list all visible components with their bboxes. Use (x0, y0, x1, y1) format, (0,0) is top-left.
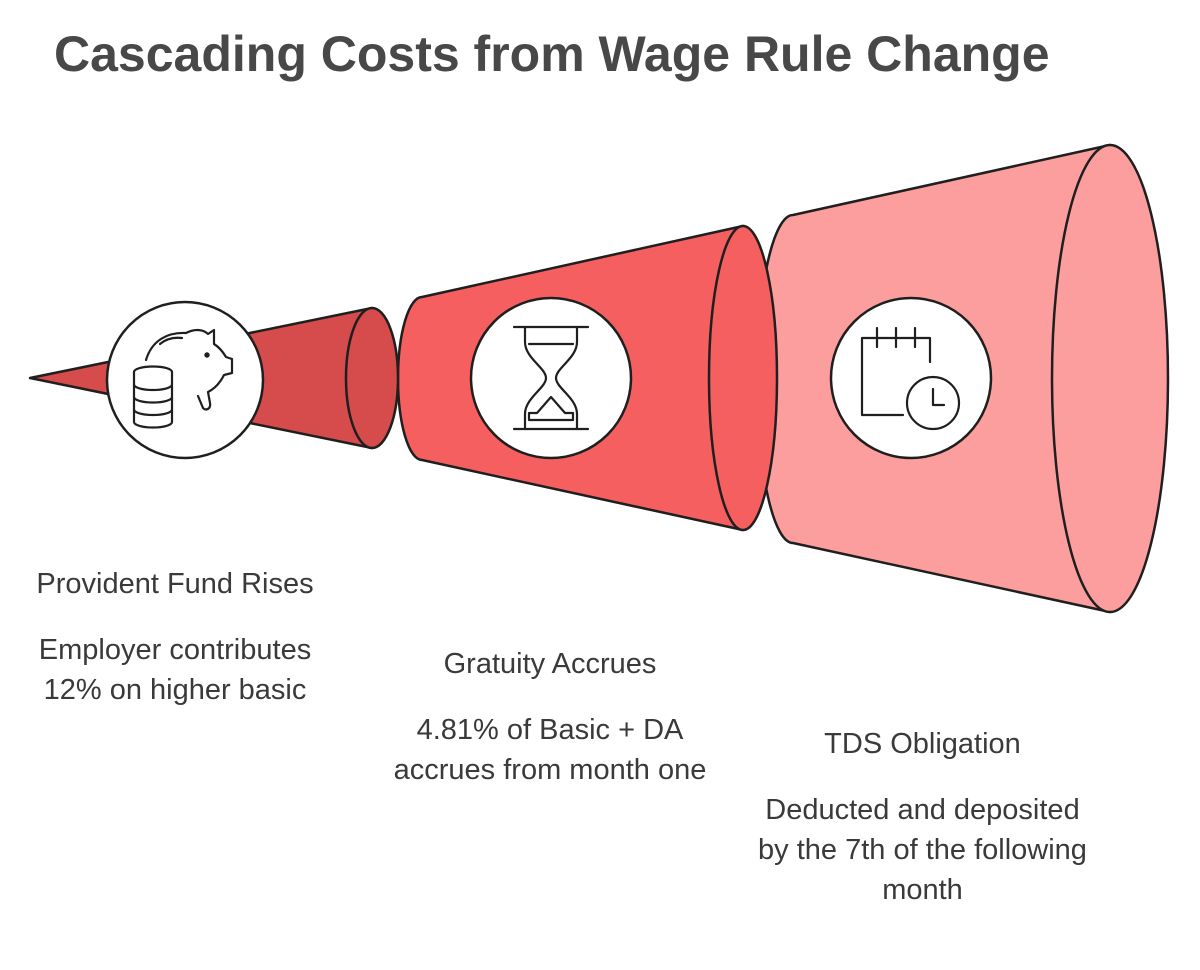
hourglass-icon (469, 296, 633, 460)
stage-3-text: TDS Obligation Deducted and deposited by… (755, 724, 1090, 910)
stage-1-text: Provident Fund Rises Employer contribute… (20, 564, 330, 710)
calendar-clock-icon (829, 296, 993, 460)
stage-1-cone-face (344, 306, 400, 450)
stage-3-description: Deducted and deposited by the 7th of the… (758, 794, 1087, 906)
piggy-bank-coins-icon (105, 300, 265, 460)
page-title: Cascading Costs from Wage Rule Change (54, 26, 1050, 82)
stage-3-icon-circle (829, 296, 993, 460)
stage-1-description: Employer contributes 12% on higher basic (38, 634, 312, 706)
stage-1-icon-circle (105, 300, 265, 460)
stage-1-label: Provident Fund Rises (36, 568, 314, 600)
stage-3-label: TDS Obligation (824, 728, 1021, 760)
stage-2-label: Gratuity Accrues (443, 648, 657, 680)
stage-2-icon-circle (469, 296, 633, 460)
stage-2-cone-face (707, 224, 779, 532)
stage-2-text: Gratuity Accrues 4.81% of Basic + DA acc… (380, 644, 720, 790)
stage-2-description: 4.81% of Basic + DA accrues from month o… (393, 714, 707, 786)
stage-3-cone-face (1050, 143, 1170, 614)
